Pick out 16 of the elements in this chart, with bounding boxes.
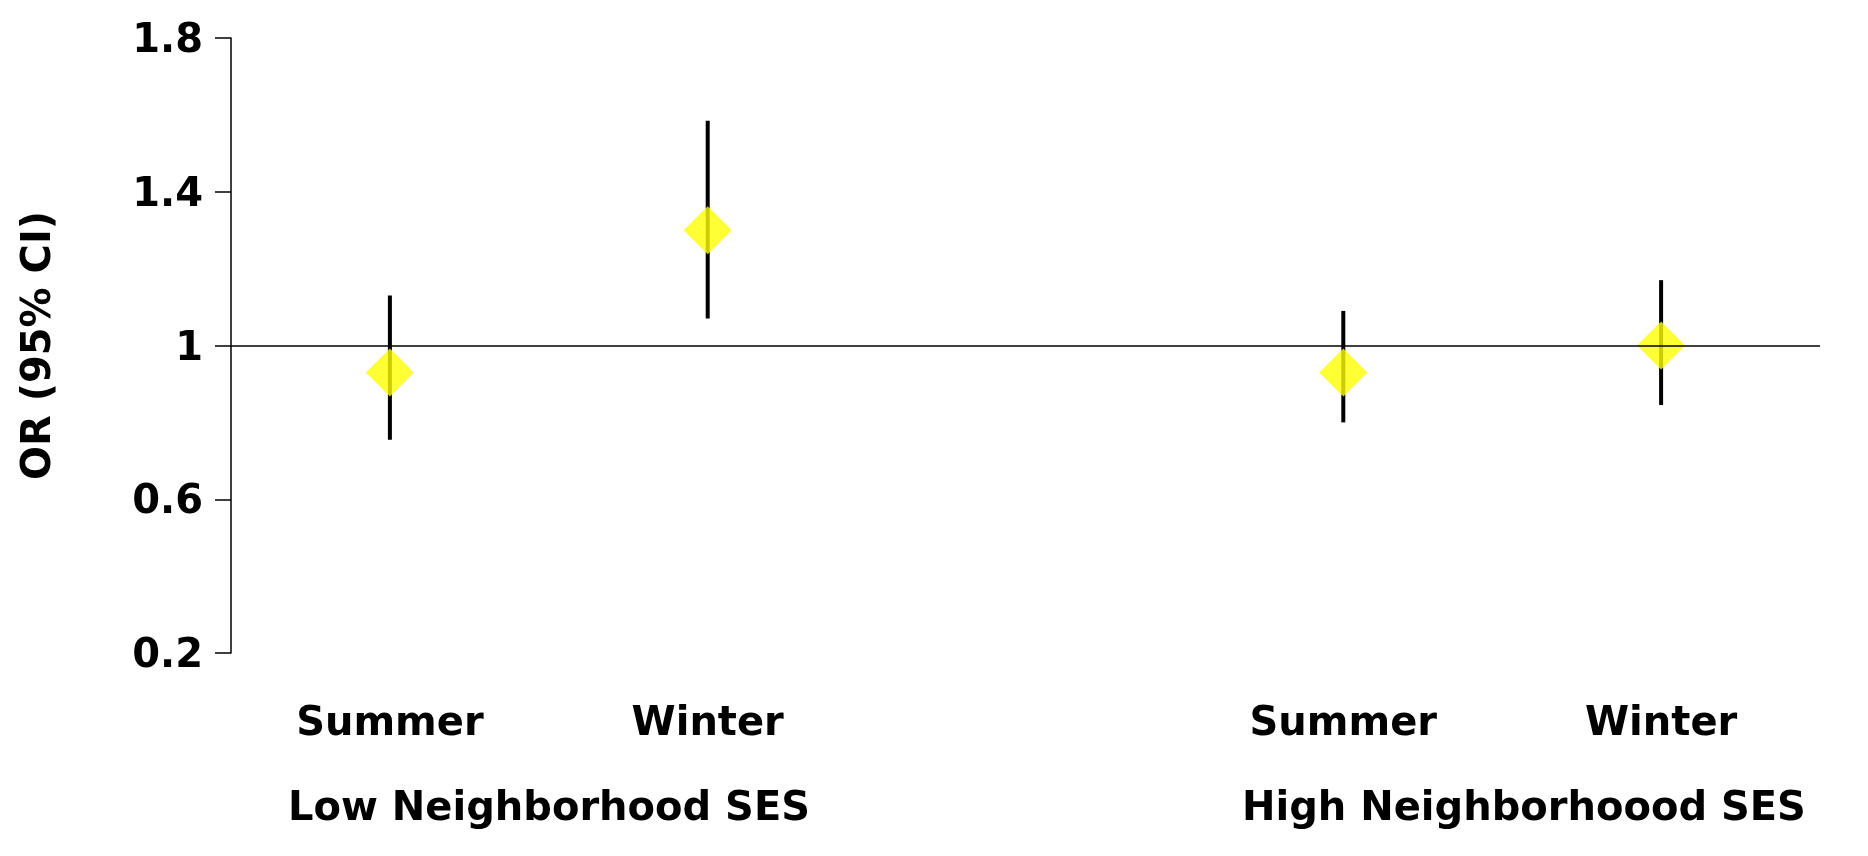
point: [1637, 321, 1686, 370]
text: High Neighborhoood SES: [1242, 783, 1806, 829]
point: [683, 206, 732, 255]
point: [365, 348, 414, 397]
x-tick-label: Winter: [631, 698, 785, 744]
x-tick-label: Winter: [1584, 698, 1738, 744]
y-tick-label: 0.6: [132, 476, 203, 523]
y-tick-label: 1: [175, 322, 203, 369]
point: [1319, 348, 1368, 397]
y-tick-label: 1.4: [132, 168, 203, 215]
x-tick-label: Summer: [1249, 698, 1438, 744]
y-tick-label: 1.8: [132, 15, 203, 61]
y-tick-label: 0.2: [132, 630, 203, 676]
y-axis-title: OR (95% CI): [13, 210, 59, 481]
text: Low Neighborhood SES: [288, 783, 811, 829]
x-tick-label: Summer: [296, 698, 484, 744]
